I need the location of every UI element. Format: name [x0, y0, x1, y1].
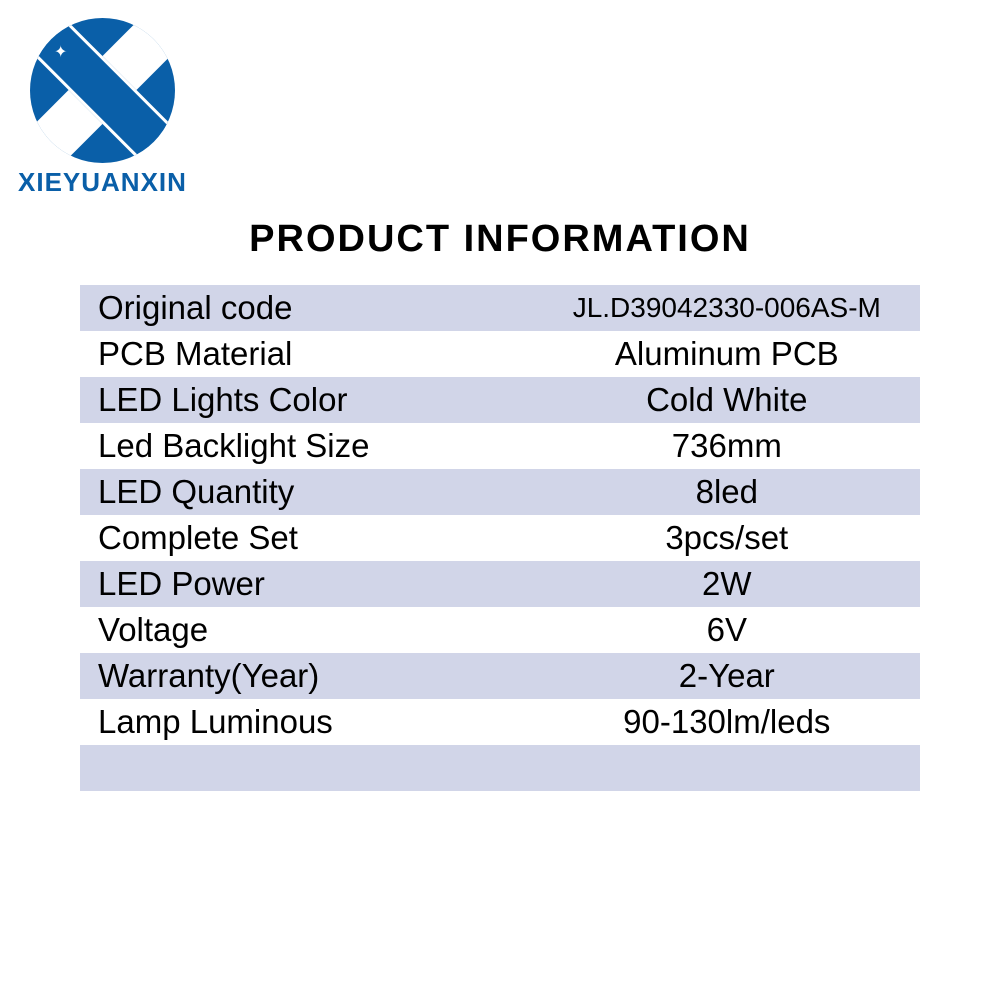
brand-name: XIEYUANXIN	[18, 167, 187, 198]
spec-value: Aluminum PCB	[534, 335, 920, 373]
spec-label: Voltage	[80, 611, 534, 649]
table-row: Warranty(Year)2-Year	[80, 653, 920, 699]
spec-value: Cold White	[534, 381, 920, 419]
table-row: Led Backlight Size736mm	[80, 423, 920, 469]
spec-label: Led Backlight Size	[80, 427, 534, 465]
spec-label: LED Power	[80, 565, 534, 603]
spec-label: PCB Material	[80, 335, 534, 373]
table-row-empty	[80, 745, 920, 791]
heading-text: PRODUCT INFORMATION	[231, 218, 769, 261]
table-row: Lamp Luminous90-130lm/leds	[80, 699, 920, 745]
spec-label: Complete Set	[80, 519, 534, 557]
product-info-table: Original codeJL.D39042330-006AS-MPCB Mat…	[80, 285, 920, 791]
spec-label: LED Lights Color	[80, 381, 534, 419]
table-row: Original codeJL.D39042330-006AS-M	[80, 285, 920, 331]
spec-value: 2W	[534, 565, 920, 603]
table-row: LED Lights ColorCold White	[80, 377, 920, 423]
table-row: Complete Set3pcs/set	[80, 515, 920, 561]
table-row: PCB MaterialAluminum PCB	[80, 331, 920, 377]
brand-logo-section: ✦ XIEYUANXIN	[18, 18, 187, 198]
table-row: Voltage6V	[80, 607, 920, 653]
spec-value: 736mm	[534, 427, 920, 465]
spec-value: 8led	[534, 473, 920, 511]
table-row: LED Quantity8led	[80, 469, 920, 515]
spec-value: 90-130lm/leds	[534, 703, 920, 741]
table-row: LED Power2W	[80, 561, 920, 607]
spec-value: 2-Year	[534, 657, 920, 695]
section-heading: PRODUCT INFORMATION	[0, 218, 1000, 261]
spec-label: Warranty(Year)	[80, 657, 534, 695]
spec-value: JL.D39042330-006AS-M	[534, 292, 920, 324]
spec-value: 3pcs/set	[534, 519, 920, 557]
spec-label: Original code	[80, 289, 534, 327]
brand-logo-icon: ✦	[30, 18, 175, 163]
spec-label: Lamp Luminous	[80, 703, 534, 741]
spec-label: LED Quantity	[80, 473, 534, 511]
spec-value: 6V	[534, 611, 920, 649]
